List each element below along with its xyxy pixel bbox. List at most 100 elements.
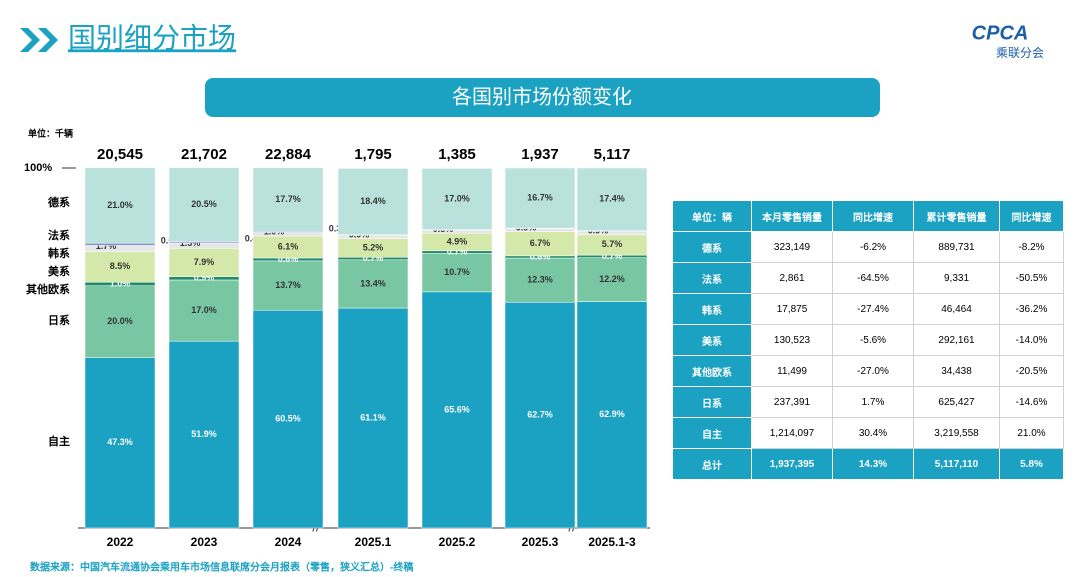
table-row: 德系 323,149 -6.2% 889,731 -8.2% [672,231,1064,263]
legend-label: 美系 [48,264,70,278]
table-cell: 130,523 [751,324,833,356]
table-row: 总计 1,937,395 14.3% 5,117,110 5.8% [672,448,1064,480]
legend-label: 德系 [47,195,70,209]
arrow-icon [20,28,40,52]
table-cell: 本月零售销量 [751,200,833,232]
bar-segment [84,357,156,529]
bar-segment [421,291,493,529]
bar-segment [168,248,240,277]
value-label: 0.7% [602,251,623,261]
bar-segment [252,309,324,529]
value-label: 0.7% [363,253,384,263]
logo: CPCA [972,22,1029,44]
value-label: 6.1% [278,241,299,251]
total-label: 1,795 [354,146,392,163]
table-cell: 其他欧系 [672,355,752,387]
arrow-icon [38,28,58,52]
total-label: 22,884 [265,146,312,163]
table-cell: 2,861 [751,262,833,294]
bar-segment [252,260,324,311]
total-label: 1,385 [438,146,476,163]
x-tick-label: 2024 [275,535,302,549]
table-row: 韩系 17,875 -27.4% 46,464 -36.2% [672,293,1064,325]
table-cell: -14.0% [999,324,1064,356]
value-label: 13.4% [360,278,386,288]
table-cell: -50.5% [999,262,1064,294]
value-label: 0.7% [447,246,468,256]
table-cell: 625,427 [913,386,1000,418]
bar-segment [84,242,156,246]
value-label: 47.3% [107,437,133,447]
table-cell: 30.4% [832,417,914,449]
value-label: 1.7% [96,241,117,251]
value-label: 17.4% [599,194,625,204]
value-label: 20.5% [191,199,217,209]
bar-segment [84,285,156,358]
value-label: 4.9% [447,236,468,246]
table-cell: 法系 [672,262,752,294]
table-cell: 同比增速 [999,200,1064,232]
value-label: 0.9% [194,273,215,283]
value-label: 13.7% [275,280,301,290]
table-cell: 美系 [672,324,752,356]
value-label: 62.9% [599,409,625,419]
value-label: 0.6% [530,251,551,261]
y-tick-label: 100% [24,162,52,174]
table-cell: 21.0% [999,417,1064,449]
x-tick-label: 2025.2 [439,535,476,549]
bar-segment [84,167,156,244]
value-label: 21.0% [107,200,133,210]
data-table: 单位：辆 本月零售销量 同比增速 累计零售销量 同比增速 德系 323,149 -6.2% 88… [672,200,1064,480]
table-cell: 日系 [672,386,752,418]
value-label: 17.0% [191,305,217,315]
value-label: 6.7% [530,238,551,248]
table-cell: -27.4% [832,293,914,325]
bar-segment [337,259,409,309]
legend-label: 法系 [48,228,70,242]
bar-segment [504,167,576,229]
table-cell: 237,391 [751,386,833,418]
x-tick-label: 2025.1-3 [588,535,636,549]
page-title: 国别细分市场 [68,22,236,53]
table-cell: 韩系 [672,293,752,325]
table-cell: -20.5% [999,355,1064,387]
value-label: 51.9% [191,429,217,439]
bar-segment [504,231,576,257]
table-row: 单位：辆 本月零售销量 同比增速 累计零售销量 同比增速 [672,200,1064,232]
table-cell: 11,499 [751,355,833,387]
table-cell: 1,937,395 [751,448,833,480]
table-cell: -5.6% [832,324,914,356]
x-tick-label: 2025.1 [355,535,392,549]
total-label: 20,545 [97,146,143,163]
table-cell: 累计零售销量 [913,200,1000,232]
legend-label: 自主 [48,434,70,448]
bar-segment [337,168,409,235]
table-cell: -14.6% [999,386,1064,418]
table-cell: 1.7% [832,386,914,418]
table-cell: 1,214,097 [751,417,833,449]
value-label: 61.1% [360,412,386,422]
value-label: 16.7% [527,192,553,202]
value-label: 10.7% [444,267,470,277]
table-cell: 自主 [672,417,752,449]
table-cell: 14.3% [832,448,914,480]
table-cell: 34,438 [913,355,1000,387]
value-label: 0.8% [278,254,299,264]
source-note: 数据来源：中国汽车流通协会乘用车市场信息联席分会月报表（零售，狭义汇总）-终稿 [30,561,413,574]
table-cell: -8.2% [999,231,1064,263]
bar-segment [168,279,240,342]
value-label: 7.9% [194,257,215,267]
value-label: 17.7% [275,194,301,204]
x-tick-label: 2022 [107,535,134,549]
bar-segment [576,167,648,231]
bar-segment [504,257,576,303]
value-label: 62.7% [527,410,553,420]
value-label: 60.5% [275,413,301,423]
table-cell: 17,875 [751,293,833,325]
bar-segment [421,253,493,293]
bar-segment [168,167,240,242]
table-cell: 3,219,558 [913,417,1000,449]
title-banner [205,78,880,117]
value-label: 8.5% [110,261,131,271]
